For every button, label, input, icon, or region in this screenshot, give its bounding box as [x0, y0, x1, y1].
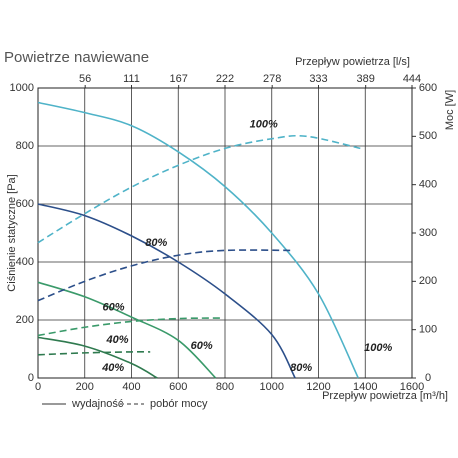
y2-tick-label: 300 [419, 227, 437, 239]
x2-tick-label: 333 [309, 73, 327, 85]
x-tick-label: 400 [122, 381, 140, 393]
x-tick-label: 1600 [400, 381, 424, 393]
x-tick-label: 600 [169, 381, 187, 393]
y2-axis-title: Moc [W] [444, 90, 456, 130]
plot-frame [37, 87, 413, 379]
series-label: 40% [101, 362, 124, 374]
y-tick-label: 200 [16, 314, 34, 326]
series-label: 40% [105, 334, 128, 346]
series-line [37, 317, 221, 337]
series-line [37, 203, 296, 379]
x2-axis-title: Przepływ powietrza [l/s] [295, 56, 410, 68]
x2-tick-label: 111 [123, 73, 140, 85]
x2-tick-label: 167 [169, 73, 187, 85]
y2-tick-label: 400 [419, 179, 437, 191]
series-line [37, 351, 151, 356]
x2-tick-label: 278 [263, 73, 281, 85]
y2-tick-label: 200 [419, 275, 437, 287]
x-tick-label: 1000 [260, 381, 284, 393]
legend-label: pobór mocy [150, 398, 208, 410]
y2-tick-label: 0 [425, 372, 431, 384]
x-tick-label: 200 [76, 381, 94, 393]
series-label: 80% [290, 362, 312, 374]
x-tick-label: 1200 [306, 381, 330, 393]
y2-tick-label: 100 [419, 324, 437, 336]
series-label: 60% [191, 340, 213, 352]
y2-tick-label: 600 [419, 82, 437, 94]
y-tick-label: 0 [28, 372, 34, 384]
series-line [37, 101, 359, 379]
series-line [37, 336, 158, 379]
series-label: 100% [364, 342, 392, 354]
x-tick-label: 0 [35, 381, 41, 393]
legend-label: wydajność [71, 398, 124, 410]
x2-tick-label: 56 [79, 73, 91, 85]
x2-tick-label: 389 [356, 73, 374, 85]
y2-tick-label: 500 [419, 130, 437, 142]
series-label: 80% [145, 237, 167, 249]
x2-tick-label: 444 [403, 73, 421, 85]
series-label: 60% [102, 301, 124, 313]
x2-tick-label: 222 [216, 73, 234, 85]
series-line [37, 134, 361, 244]
x-tick-label: 1400 [353, 381, 377, 393]
chart-title: Powietrze nawiewane [4, 49, 149, 66]
y-tick-label: 400 [16, 256, 34, 268]
series-label: 100% [250, 119, 278, 131]
x-tick-label: 800 [216, 381, 234, 393]
series-line [37, 281, 217, 379]
y-tick-label: 800 [16, 140, 34, 152]
series-line [37, 249, 291, 302]
y-axis-title: Ciśnienie statyczne [Pa] [6, 174, 18, 291]
x-axis-title: Przepływ powietrza [m³/h] [322, 390, 448, 402]
y-tick-label: 1000 [10, 82, 34, 94]
y-tick-label: 600 [16, 198, 34, 210]
